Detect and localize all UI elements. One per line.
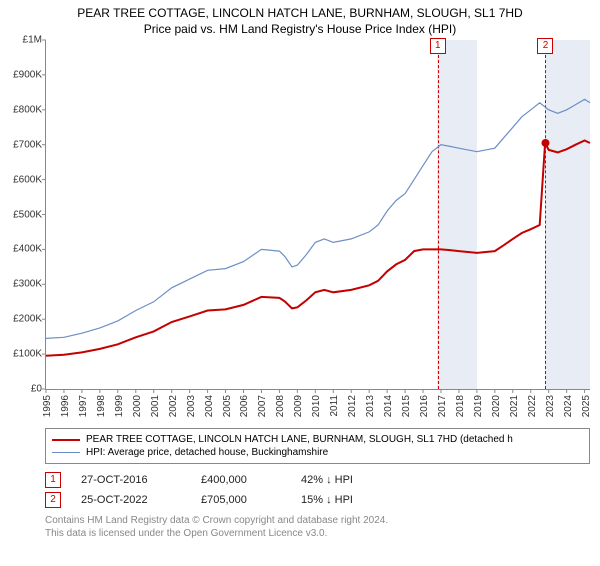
y-axis-label: £0 xyxy=(31,384,42,395)
y-axis-label: £200K xyxy=(13,314,42,325)
transaction-price: £400,000 xyxy=(201,474,281,486)
legend-swatch xyxy=(52,452,80,453)
legend-item: HPI: Average price, detached house, Buck… xyxy=(52,446,583,459)
x-axis-label: 2014 xyxy=(383,395,394,417)
x-axis-label: 2001 xyxy=(150,395,161,417)
x-axis-label: 2022 xyxy=(527,395,538,417)
legend: PEAR TREE COTTAGE, LINCOLN HATCH LANE, B… xyxy=(45,428,590,464)
x-axis-label: 2023 xyxy=(545,395,556,417)
transaction-row: 1 27-OCT-2016 £400,000 42% ↓ HPI xyxy=(45,470,590,490)
marker-box: 2 xyxy=(537,38,553,54)
y-axis-label: £300K xyxy=(13,279,42,290)
x-axis-label: 2002 xyxy=(168,395,179,417)
x-axis-label: 1999 xyxy=(114,395,125,417)
y-axis-label: £600K xyxy=(13,174,42,185)
y-axis-label: £700K xyxy=(13,139,42,150)
attribution-line1: Contains HM Land Registry data © Crown c… xyxy=(45,514,590,527)
x-axis-label: 2010 xyxy=(311,395,322,417)
chart-subtitle: Price paid vs. HM Land Registry's House … xyxy=(0,22,600,36)
x-axis-label: 2005 xyxy=(222,395,233,417)
x-axis-label: 2015 xyxy=(401,395,412,417)
x-axis-label: 2004 xyxy=(204,395,215,417)
x-axis-label: 2018 xyxy=(455,395,466,417)
x-axis-label: 1998 xyxy=(96,395,107,417)
x-axis-label: 2025 xyxy=(581,395,592,417)
legend-item: PEAR TREE COTTAGE, LINCOLN HATCH LANE, B… xyxy=(52,433,583,446)
x-axis-label: 2017 xyxy=(437,395,448,417)
y-axis-label: £800K xyxy=(13,104,42,115)
transaction-marker: 1 xyxy=(45,472,61,488)
legend-swatch xyxy=(52,439,80,441)
transactions-table: 1 27-OCT-2016 £400,000 42% ↓ HPI 2 25-OCT-202… xyxy=(45,470,590,510)
chart-lines xyxy=(46,40,590,389)
y-axis-label: £400K xyxy=(13,244,42,255)
y-axis-label: £900K xyxy=(13,69,42,80)
transaction-price: £705,000 xyxy=(201,494,281,506)
x-axis-label: 2000 xyxy=(132,395,143,417)
x-axis-label: 2020 xyxy=(491,395,502,417)
transaction-date: 25-OCT-2022 xyxy=(81,494,181,506)
y-axis-label: £100K xyxy=(13,349,42,360)
x-axis-label: 1995 xyxy=(42,395,53,417)
transaction-delta: 15% ↓ HPI xyxy=(301,494,401,506)
transaction-delta: 42% ↓ HPI xyxy=(301,474,401,486)
x-axis-label: 2016 xyxy=(419,395,430,417)
legend-label: HPI: Average price, detached house, Buck… xyxy=(86,447,328,458)
series-endpoint-dot xyxy=(541,139,549,147)
chart-area: £0£100K£200K£300K£400K£500K£600K£700K£80… xyxy=(45,40,590,390)
x-axis-label: 1996 xyxy=(60,395,71,417)
x-axis-label: 2012 xyxy=(347,395,358,417)
x-axis-label: 2011 xyxy=(329,395,340,417)
attribution: Contains HM Land Registry data © Crown c… xyxy=(45,514,590,540)
series-property xyxy=(46,141,590,356)
x-axis-label: 2009 xyxy=(293,395,304,417)
transaction-marker: 2 xyxy=(45,492,61,508)
legend-label: PEAR TREE COTTAGE, LINCOLN HATCH LANE, B… xyxy=(86,434,513,445)
x-axis-label: 2013 xyxy=(365,395,376,417)
x-axis-label: 2008 xyxy=(275,395,286,417)
transaction-row: 2 25-OCT-2022 £705,000 15% ↓ HPI xyxy=(45,490,590,510)
x-axis-label: 1997 xyxy=(78,395,89,417)
plot-region: £0£100K£200K£300K£400K£500K£600K£700K£80… xyxy=(45,40,590,390)
x-axis-label: 2006 xyxy=(239,395,250,417)
x-axis-label: 2003 xyxy=(186,395,197,417)
x-axis-label: 2019 xyxy=(473,395,484,417)
marker-box: 1 xyxy=(430,38,446,54)
x-axis-label: 2024 xyxy=(563,395,574,417)
series-hpi xyxy=(46,99,590,338)
y-axis-label: £500K xyxy=(13,209,42,220)
x-axis-label: 2007 xyxy=(257,395,268,417)
transaction-date: 27-OCT-2016 xyxy=(81,474,181,486)
x-axis-label: 2021 xyxy=(509,395,520,417)
attribution-line2: This data is licensed under the Open Gov… xyxy=(45,527,590,540)
chart-title: PEAR TREE COTTAGE, LINCOLN HATCH LANE, B… xyxy=(0,6,600,20)
y-axis-label: £1M xyxy=(23,35,42,46)
